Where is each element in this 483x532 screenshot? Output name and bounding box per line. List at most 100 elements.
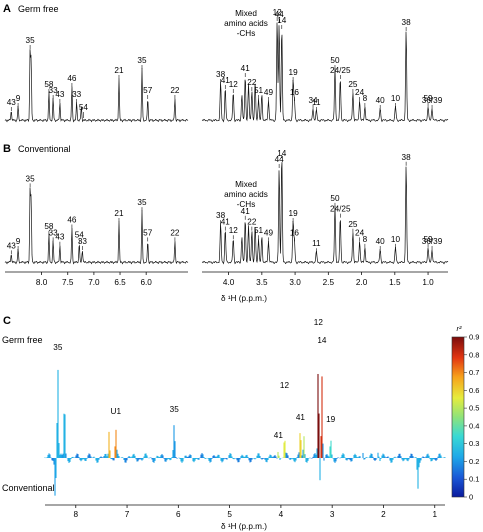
panel-c-peak-label: 41 <box>296 413 306 422</box>
panel-b-spectrum-seg0 <box>4 187 189 265</box>
panel-b-peak-label: 41 <box>221 218 231 227</box>
colorbar-tick-label: 0.1 <box>469 475 479 484</box>
panel-a-peak-label: 54 <box>79 103 89 112</box>
panel-b-peak-label: 33 <box>78 237 88 246</box>
panel-b-x-tick-label: 1.0 <box>422 278 434 287</box>
panel-a-peak-label: 12 <box>229 80 239 89</box>
panel-a-peak-label: 35 <box>26 36 36 45</box>
panel-b-peak-label: 11 <box>312 239 321 248</box>
panel-c-x-tick-label: 6 <box>176 510 181 519</box>
panel-a-peak-label: 58 <box>44 80 54 89</box>
colorbar-tick-label: 0.2 <box>469 457 479 466</box>
panel-b-peak-label: 43 <box>7 241 17 250</box>
panel-b-peak-label: 35 <box>137 198 147 207</box>
panel-b-peak-label: 38 <box>216 211 226 220</box>
panel-b-peak-label: 8 <box>363 235 368 244</box>
panel-b-peak-label: 36/39 <box>422 237 443 246</box>
panel-b-x-tick-label: 6.0 <box>140 278 152 287</box>
panel-a-peak-label: 22 <box>170 86 180 95</box>
panel-b-peak-label: 59 <box>423 235 433 244</box>
panel-c-peak-label: 19 <box>326 415 336 424</box>
panel-a-peak-label: 8 <box>363 94 368 103</box>
colorbar-tick-label: 0.3 <box>469 439 479 448</box>
panel-a-peak-label: 24/25 <box>330 66 351 75</box>
panel-a-peak-label: 35 <box>137 56 147 65</box>
panel-c-peak-label: 41 <box>274 431 284 440</box>
panel-c-x-tick-label: 3 <box>330 510 335 519</box>
panel-b-x-tick-label: 8.0 <box>36 278 48 287</box>
panel-b-spectrum-seg1 <box>201 162 449 265</box>
panel-a-peak-label: 9 <box>16 94 21 103</box>
panel-a-peak-label: 40 <box>376 96 386 105</box>
panel-a-peak-label: 33 <box>49 86 59 95</box>
panel-b-x-tick-label: 6.5 <box>114 278 126 287</box>
panel-c-peak-label: 12 <box>280 381 290 390</box>
spectra-layer <box>4 22 449 496</box>
panel-c-top-label: Germ free <box>2 335 43 345</box>
panel-a-peak-label: 38 <box>402 18 412 27</box>
colorbar-tick-label: 0 <box>469 493 473 502</box>
panel-a-spectrum-seg1 <box>201 22 449 123</box>
panel-b-peak-label: 58 <box>44 222 54 231</box>
panel-a-annotation-line3: -CHs <box>237 29 256 38</box>
colorbar-tick-label: 0.8 <box>469 350 479 359</box>
panel-b-peak-label: 25 <box>348 220 358 229</box>
panel-a-spectrum-seg0 <box>4 49 189 123</box>
panel-c-x-tick-label: 7 <box>125 510 130 519</box>
panel-b-peak-label: 38 <box>402 153 412 162</box>
panel-a-peak-label: 44 <box>275 10 285 19</box>
panel-b-peak-label: 19 <box>289 209 299 218</box>
panel-a-peak-label: 19 <box>289 68 299 77</box>
panel-c-peak-label: U1 <box>111 407 122 416</box>
panel-b-x-tick-label: 7.5 <box>62 278 74 287</box>
colorbar-title: r² <box>457 324 462 333</box>
panel-c-peak-label: 12 <box>314 318 324 327</box>
colorbar-ticks: 0 0.1 0.2 0.3 0.4 0.5 0.6 0.7 0.8 0.9 <box>464 333 479 502</box>
panel-a-annotation-line1: Mixed <box>235 9 257 18</box>
panel-b-x-tick-label: 7.0 <box>88 278 100 287</box>
panel-b-x-tick-label: 4.0 <box>223 278 235 287</box>
colorbar-tick-label: 0.5 <box>469 404 479 413</box>
panel-a-peak-label: 22 <box>247 78 257 87</box>
panel-b-peak-label: 41 <box>241 207 251 216</box>
panel-a-peak-label: 59 <box>423 94 433 103</box>
panel-c-x-tick-label: 2 <box>381 510 386 519</box>
panel-b-peak-label: 21 <box>114 209 124 218</box>
panel-a-peak-label: 50 <box>330 56 340 65</box>
colorbar <box>451 336 465 498</box>
panel-b-peak-label: 40 <box>376 237 386 246</box>
panel-a-peak-label: 43 <box>7 98 17 107</box>
panel-a-peak-label: 46 <box>67 74 77 83</box>
panel-b-annotation-line3: -CHs <box>237 200 256 209</box>
panel-b-peak-label: 43 <box>55 233 65 242</box>
panel-b-peak-label: 51 <box>254 226 264 235</box>
panel-a-peak-label: 14 <box>277 16 287 25</box>
panel-b-peak-label: 16 <box>290 228 300 237</box>
panel-b-x-tick-label: 3.0 <box>289 278 301 287</box>
panel-b-peak-label: 54 <box>75 231 85 240</box>
panel-b-annotation-line1: Mixed <box>235 180 257 189</box>
panel-a-peak-label: 16 <box>290 88 300 97</box>
panel-a-peak-label: 41 <box>241 64 251 73</box>
panel-a-peak-label: 49 <box>264 88 274 97</box>
panel-b-peak-label: 44 <box>275 155 285 164</box>
panel-b-peak-label: 24/25 <box>330 205 351 214</box>
panel-b-title: Conventional <box>18 144 71 154</box>
panel-b-peak-label: 50 <box>330 194 340 203</box>
panel-c-peak-label: 14 <box>317 336 327 345</box>
colorbar-tick-label: 0.9 <box>469 333 479 342</box>
axes-layer: 8.0 7.5 7.0 6.5 6.0 4.0 3.5 3.0 2.5 2.0 1.5 1.0 8 7 6 5… <box>5 271 448 519</box>
colorbar-tick-label: 0.6 <box>469 386 479 395</box>
panel-b-peak-label: 22 <box>170 228 180 237</box>
panel-a-letter: A <box>3 3 11 15</box>
panel-c-x-tick-label: 1 <box>432 510 437 519</box>
panel-a-peak-label: 41 <box>221 76 231 85</box>
panel-a-peak-label: 38 <box>216 70 226 79</box>
panel-c-axis-title: δ ¹H (p.p.m.) <box>221 522 267 531</box>
panel-b-peak-label: 22 <box>247 218 257 227</box>
panel-b-peak-label: 35 <box>26 174 36 183</box>
panel-b-x-tick-label: 3.5 <box>256 278 268 287</box>
panel-a-peak-label: 12 <box>273 8 283 17</box>
